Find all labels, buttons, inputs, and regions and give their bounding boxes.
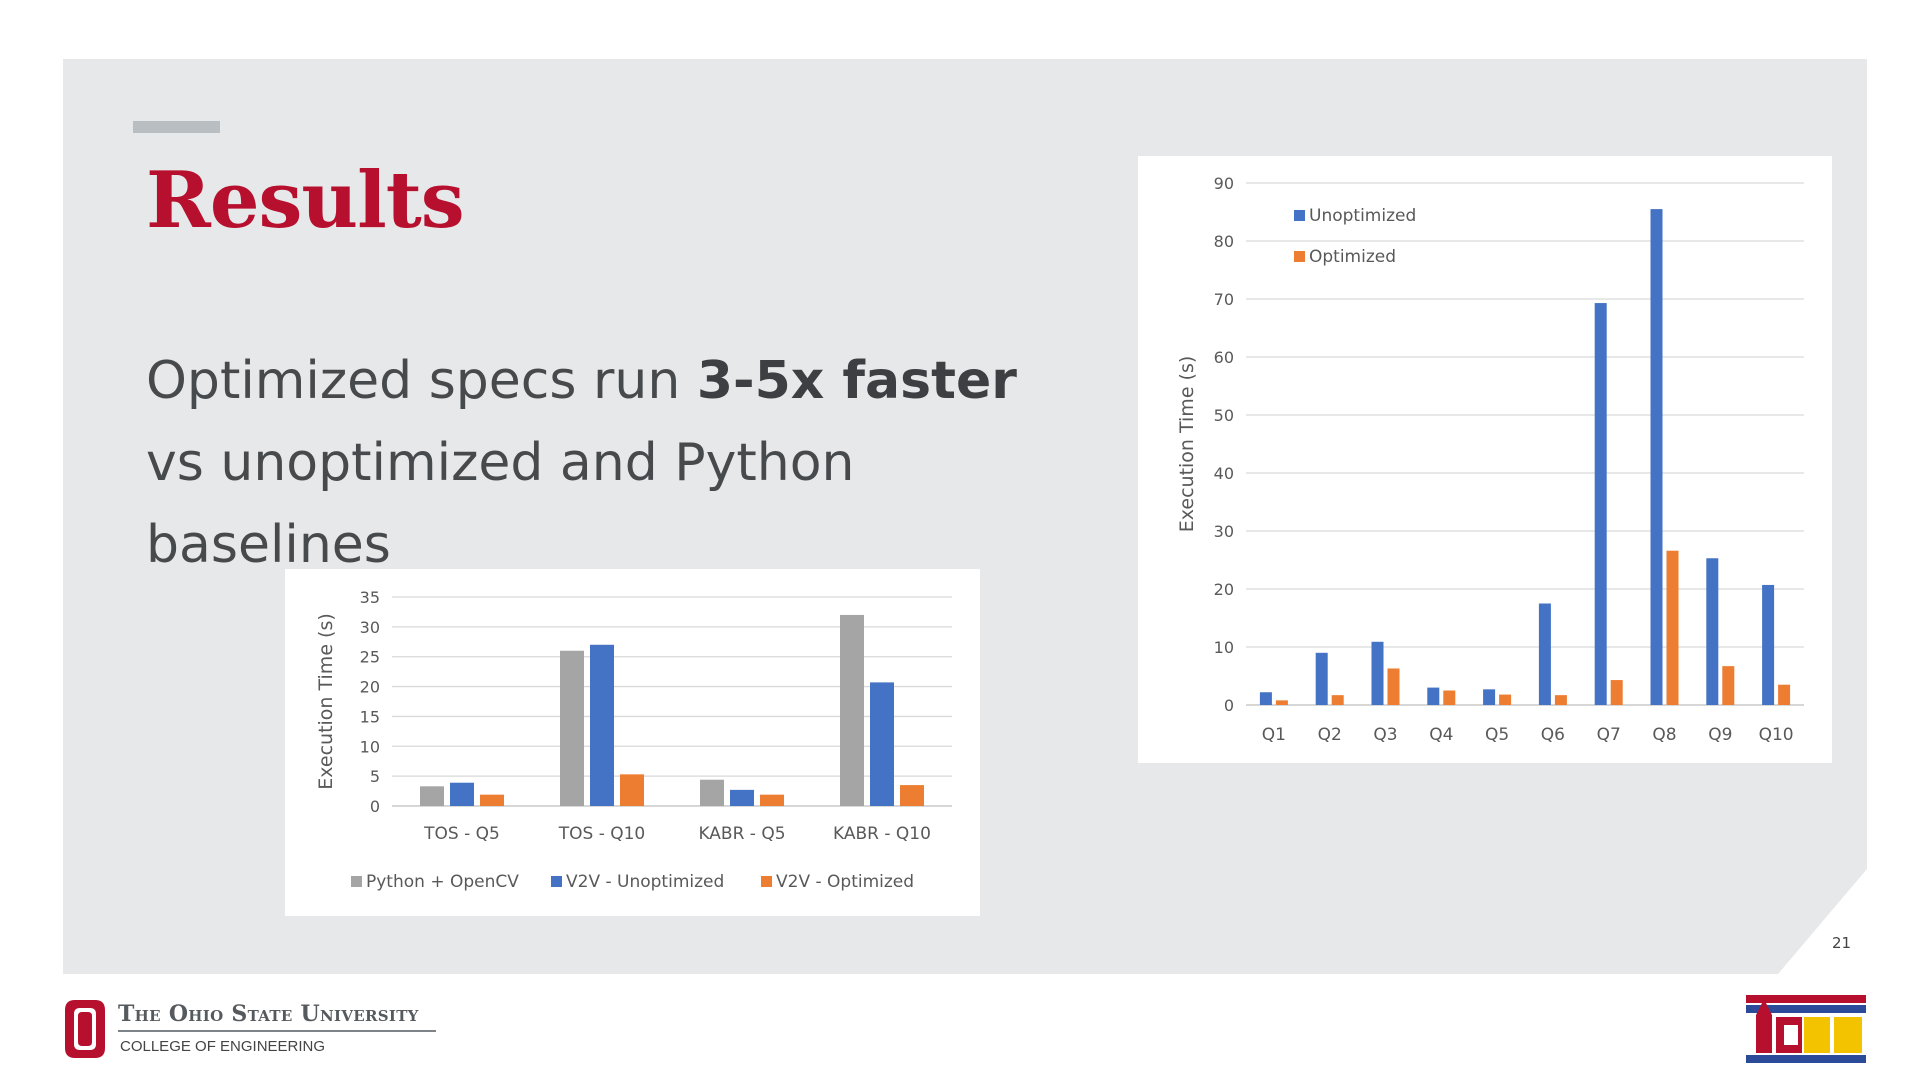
legend-label: V2V - Unoptimized bbox=[566, 872, 724, 892]
x-category-label: Q7 bbox=[1597, 725, 1621, 745]
x-category-label: KABR - Q10 bbox=[833, 824, 931, 844]
bar-unoptimized bbox=[1427, 687, 1440, 705]
legend-swatch bbox=[351, 876, 362, 887]
bar-v2v-unoptimized bbox=[870, 682, 894, 806]
bar-optimized bbox=[1778, 684, 1791, 705]
x-category-label: Q6 bbox=[1541, 725, 1565, 745]
icde-logo bbox=[1746, 995, 1866, 1063]
bar-v2v-optimized bbox=[620, 774, 644, 806]
bar-optimized bbox=[1499, 694, 1512, 705]
y-tick-label: 40 bbox=[1214, 464, 1234, 483]
bar-optimized bbox=[1554, 695, 1567, 705]
y-tick-label: 30 bbox=[360, 618, 380, 637]
bar-optimized bbox=[1275, 700, 1288, 705]
legend-label: V2V - Optimized bbox=[776, 872, 914, 892]
y-tick-label: 0 bbox=[370, 797, 380, 816]
page-number: 21 bbox=[1832, 934, 1852, 952]
bar-optimized bbox=[1331, 695, 1344, 705]
bar-python-opencv bbox=[560, 650, 584, 806]
bar-optimized bbox=[1387, 668, 1400, 705]
y-tick-label: 10 bbox=[360, 737, 380, 756]
bar-v2v-unoptimized bbox=[730, 789, 754, 806]
bar-python-opencv bbox=[420, 786, 444, 806]
slide-subtitle: Optimized specs run 3-5x faster vs unopt… bbox=[146, 340, 1106, 586]
query-execution-chart: 0 10 20 30 40 50 60 70 80 90 Execution Time (s) Q1 Q… bbox=[1138, 156, 1832, 763]
y-tick-label: 10 bbox=[1214, 638, 1234, 657]
bar-unoptimized bbox=[1483, 689, 1496, 705]
y-tick-label: 5 bbox=[370, 767, 380, 786]
y-axis-label: Execution Time (s) bbox=[315, 613, 337, 790]
subtitle-highlight: 3-5x faster bbox=[696, 351, 1017, 411]
y-tick-label: 30 bbox=[1214, 522, 1234, 541]
query-execution-chart-svg: 0 10 20 30 40 50 60 70 80 90 Execution Time (s) Q1 Q… bbox=[1176, 174, 1804, 745]
bar-v2v-unoptimized bbox=[590, 644, 614, 806]
x-category-label: Q3 bbox=[1373, 725, 1397, 745]
y-tick-label: 20 bbox=[360, 678, 380, 697]
y-tick-label: 15 bbox=[360, 707, 380, 726]
subtitle-line-2: vs unoptimized and Python baselines bbox=[146, 433, 855, 575]
bar-v2v-optimized bbox=[480, 794, 504, 806]
y-tick-label: 50 bbox=[1214, 406, 1234, 425]
college-name: COLLEGE OF ENGINEERING bbox=[120, 1038, 326, 1055]
bar-unoptimized bbox=[1762, 584, 1775, 705]
bar-optimized bbox=[1443, 690, 1456, 705]
y-tick-label: 0 bbox=[1224, 696, 1234, 715]
bar-optimized bbox=[1666, 550, 1679, 705]
bar-python-opencv bbox=[840, 614, 864, 806]
x-category-label: TOS - Q5 bbox=[423, 824, 500, 844]
x-category-label: Q1 bbox=[1262, 725, 1286, 745]
footer-divider bbox=[118, 1030, 436, 1032]
y-tick-label: 60 bbox=[1214, 348, 1234, 367]
title-accent-bar bbox=[133, 121, 220, 133]
legend-label: Unoptimized bbox=[1309, 206, 1416, 226]
y-tick-label: 20 bbox=[1214, 580, 1234, 599]
bar-optimized bbox=[1610, 680, 1623, 705]
bar-optimized bbox=[1722, 666, 1735, 705]
legend-label: Python + OpenCV bbox=[366, 872, 519, 892]
osu-block-o-logo bbox=[65, 1000, 105, 1058]
baseline-comparison-chart: 0 5 10 15 20 25 30 35 Execution Time (s) TOS - Q5… bbox=[285, 569, 980, 916]
x-category-label: KABR - Q5 bbox=[698, 824, 785, 844]
bar-unoptimized bbox=[1371, 641, 1384, 705]
baseline-comparison-chart-svg: 0 5 10 15 20 25 30 35 Execution Time (s) TOS - Q5… bbox=[315, 588, 952, 892]
legend-swatch bbox=[761, 876, 772, 887]
bar-unoptimized bbox=[1650, 209, 1663, 705]
x-category-label: Q9 bbox=[1708, 725, 1732, 745]
bar-v2v-optimized bbox=[760, 794, 784, 806]
bar-v2v-optimized bbox=[900, 785, 924, 806]
bar-unoptimized bbox=[1259, 692, 1272, 705]
bar-v2v-unoptimized bbox=[450, 782, 474, 806]
y-tick-label: 35 bbox=[360, 588, 380, 607]
y-tick-label: 25 bbox=[360, 648, 380, 667]
legend-swatch bbox=[1294, 251, 1305, 262]
legend-swatch bbox=[1294, 210, 1305, 221]
y-tick-label: 80 bbox=[1214, 232, 1234, 251]
y-tick-label: 70 bbox=[1214, 290, 1234, 309]
x-category-label: Q4 bbox=[1429, 725, 1453, 745]
bar-unoptimized bbox=[1538, 603, 1551, 705]
bar-unoptimized bbox=[1594, 303, 1607, 705]
legend-swatch bbox=[551, 876, 562, 887]
x-category-label: Q10 bbox=[1759, 725, 1794, 745]
x-category-label: Q8 bbox=[1652, 725, 1676, 745]
bar-unoptimized bbox=[1706, 558, 1719, 705]
x-category-label: TOS - Q10 bbox=[558, 824, 646, 844]
legend-label: Optimized bbox=[1309, 247, 1396, 267]
x-category-label: Q5 bbox=[1485, 725, 1509, 745]
bar-python-opencv bbox=[700, 779, 724, 806]
slide-title: Results bbox=[146, 155, 465, 246]
bar-unoptimized bbox=[1315, 652, 1328, 705]
subtitle-prefix: Optimized specs run bbox=[146, 351, 697, 411]
x-category-label: Q2 bbox=[1318, 725, 1342, 745]
y-tick-label: 90 bbox=[1214, 174, 1234, 193]
university-name: The Ohio State University bbox=[118, 1001, 419, 1027]
y-axis-label: Execution Time (s) bbox=[1176, 356, 1198, 533]
